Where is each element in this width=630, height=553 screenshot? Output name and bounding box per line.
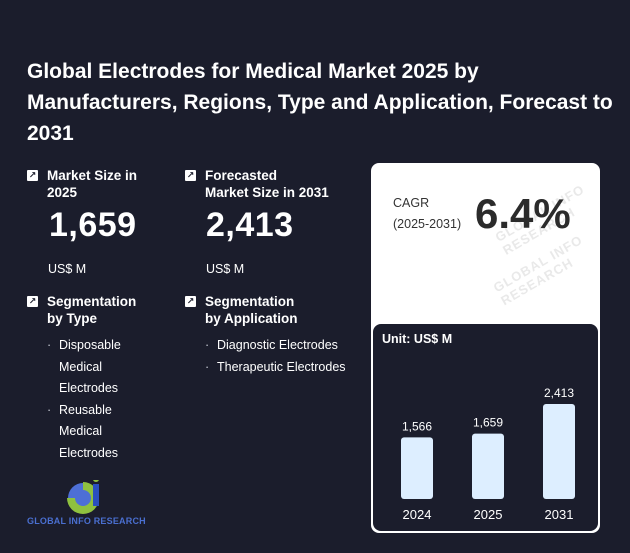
logo-mark-icon (67, 476, 99, 514)
cagr-value: 6.4% (475, 190, 571, 237)
bar-2025 (472, 433, 504, 499)
market-size-label: Market Size in 2025 (47, 168, 138, 200)
arrow-up-right-icon: ↗ (185, 170, 196, 181)
segmentation-type-list: Disposable Medical Electrodes Reusable M… (47, 335, 167, 464)
forecast-size-stat: ↗ Forecasted Market Size in 2031 (185, 167, 355, 201)
data-label-2025: 1,659 (473, 416, 503, 430)
logo-text: GLOBAL INFO RESEARCH (27, 516, 146, 526)
chart-unit-label: Unit: US$ M (382, 332, 453, 346)
market-size-value: 1,659 (49, 206, 137, 244)
bar-2031 (543, 404, 575, 499)
data-label-2031: 2,413 (544, 386, 574, 400)
list-item: Disposable Medical Electrodes (47, 335, 167, 400)
list-item: Therapeutic Electrodes (205, 357, 365, 379)
segmentation-application-list: Diagnostic Electrodes Therapeutic Electr… (205, 335, 365, 378)
segmentation-application: ↗ Segmentation by Application (185, 293, 355, 327)
bar-chart-panel: Unit: US$ M 1,566 2024 1,659 2025 2,413 2031 (373, 324, 598, 531)
company-logo (27, 476, 117, 521)
x-tick-2031: 2031 (545, 507, 574, 522)
arrow-up-right-icon: ↗ (27, 170, 38, 181)
cagr-label: CAGR (2025-2031) (393, 196, 462, 231)
bar-2024 (401, 437, 433, 499)
page-title: Global Electrodes for Medical Market 202… (27, 60, 613, 145)
forecast-size-unit: US$ M (206, 262, 245, 276)
arrow-up-right-icon: ↗ (185, 296, 196, 307)
data-label-2024: 1,566 (402, 419, 432, 433)
segmentation-type-label: Segmentation by Type (47, 294, 137, 326)
forecast-size-value: 2,413 (206, 206, 294, 244)
forecast-size-label: Forecasted Market Size in 2031 (205, 168, 329, 200)
x-tick-2024: 2024 (403, 507, 432, 522)
segmentation-application-label: Segmentation by Application (205, 294, 298, 326)
list-item: Reusable Medical Electrodes (47, 400, 167, 465)
list-item: Diagnostic Electrodes (205, 335, 365, 357)
market-size-stat: ↗ Market Size in 2025 (27, 167, 177, 201)
x-tick-2025: 2025 (474, 507, 503, 522)
segmentation-type: ↗ Segmentation by Type (27, 293, 177, 327)
arrow-up-right-icon: ↗ (27, 296, 38, 307)
market-size-unit: US$ M (48, 262, 87, 276)
bar-chart: 1,566 2024 1,659 2025 2,413 2031 (401, 386, 575, 522)
